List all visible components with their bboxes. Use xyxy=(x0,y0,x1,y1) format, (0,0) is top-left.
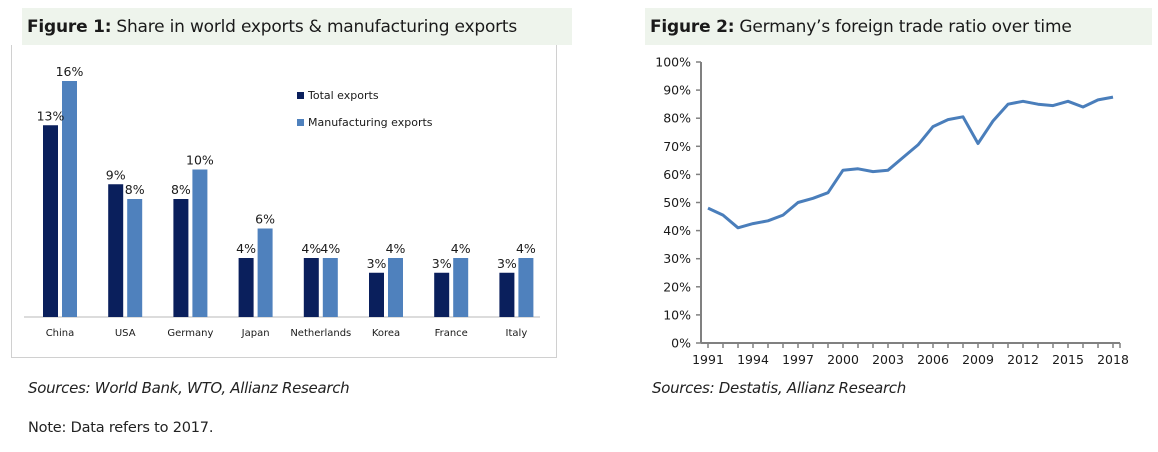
figure1-source: Sources: World Bank, WTO, Allianz Resear… xyxy=(28,379,350,397)
x-tick-label-2012: 2012 xyxy=(1007,352,1039,367)
x-tick-label-2009: 2009 xyxy=(962,352,994,367)
bar-chart: 13%16%9%8% 8%10%4%6%4% 4%3%4%3%4%3%4% Chin… xyxy=(24,64,540,339)
data-label-total-exports-china: 13% xyxy=(37,108,65,123)
category-label-france: France xyxy=(435,328,468,339)
y-tick-label: 60% xyxy=(663,167,691,182)
data-label-total-exports-germany: 8% xyxy=(171,182,191,197)
bar-total-exports-italy xyxy=(499,272,515,317)
bar-total-exports-france xyxy=(434,272,450,317)
x-tick-label-1997: 1997 xyxy=(782,352,814,367)
x-tick-label-2015: 2015 xyxy=(1052,352,1084,367)
x-tick-label-1994: 1994 xyxy=(737,352,769,367)
data-label-total-exports-usa: 9% xyxy=(106,167,126,182)
y-tick-label: 100% xyxy=(655,55,691,70)
y-tick-label: 0% xyxy=(671,336,691,351)
x-tick-label-2006: 2006 xyxy=(917,352,949,367)
category-label-germany: Germany xyxy=(167,328,213,339)
category-label-italy: Italy xyxy=(506,328,528,339)
bar-manufacturing-exports-korea xyxy=(388,258,403,317)
bar-manufacturing-exports-netherlands xyxy=(322,258,338,317)
data-label-total-exports-france: 3% xyxy=(432,256,452,271)
y-tick-label: 40% xyxy=(663,223,691,238)
y-tick-label: 70% xyxy=(663,139,691,154)
x-tick-label-2018: 2018 xyxy=(1097,352,1129,367)
bar-total-exports-netherlands xyxy=(303,258,319,317)
y-tick-label: 80% xyxy=(663,111,691,126)
bar-total-exports-china xyxy=(43,125,58,317)
figure2-title: Figure 2: Germany’s foreign trade ratio … xyxy=(645,8,1152,45)
data-label-total-exports-netherlands: 4% xyxy=(301,241,321,256)
bar-manufacturing-exports-france xyxy=(453,258,469,317)
category-label-netherlands: Netherlands xyxy=(290,328,351,339)
legend-swatch-manufacturing-exports xyxy=(297,119,304,126)
series-line-foreign-trade-ratio xyxy=(707,95,1114,230)
data-label-total-exports-japan: 4% xyxy=(236,241,256,256)
data-label-manufacturing-exports-germany: 10% xyxy=(186,153,214,168)
figure1-note: Note: Data refers to 2017. xyxy=(28,420,214,436)
data-label-total-exports-italy: 3% xyxy=(497,256,517,271)
bar-manufacturing-exports-germany xyxy=(192,169,208,317)
y-tick-label: 50% xyxy=(663,195,691,210)
x-tick-label-2003: 2003 xyxy=(872,352,904,367)
line-chart: 0% 10% 20% 30% 40% 50% 60% 70% 80% 90% 100% 1991 19… xyxy=(655,55,1129,368)
bar-manufacturing-exports-china xyxy=(62,81,77,317)
x-tick-label-2000: 2000 xyxy=(827,352,859,367)
legend-label-total-exports: Total exports xyxy=(307,89,379,102)
data-label-manufacturing-exports-china: 16% xyxy=(56,64,84,79)
figure2-title-text: Germany’s foreign trade ratio over time xyxy=(739,16,1072,37)
x-tick-label-1991: 1991 xyxy=(692,352,724,367)
legend-swatch-total-exports xyxy=(297,92,304,99)
data-label-manufacturing-exports-japan: 6% xyxy=(255,212,275,227)
data-label-manufacturing-exports-france: 4% xyxy=(451,241,471,256)
bar-total-exports-germany xyxy=(173,199,189,317)
y-tick-label: 10% xyxy=(663,307,691,322)
bar-manufacturing-exports-italy xyxy=(518,258,534,317)
legend-label-manufacturing-exports: Manufacturing exports xyxy=(308,116,433,129)
bar-total-exports-japan xyxy=(238,258,254,317)
category-label-korea: Korea xyxy=(372,328,400,339)
data-label-manufacturing-exports-usa: 8% xyxy=(125,182,145,197)
figure1-title: Figure 1: Share in world exports & manuf… xyxy=(22,8,572,45)
y-tick-label: 90% xyxy=(663,83,691,98)
data-label-manufacturing-exports-netherlands: 4% xyxy=(320,241,340,256)
figure2-source: Sources: Destatis, Allianz Research xyxy=(652,379,906,397)
category-label-china: China xyxy=(46,328,75,339)
category-label-japan: Japan xyxy=(241,328,270,339)
data-label-total-exports-korea: 3% xyxy=(367,256,387,271)
y-tick-label: 30% xyxy=(663,251,691,266)
figure1-title-text: Share in world exports & manufacturing e… xyxy=(116,16,518,37)
bar-legend: Total exports Manufacturing exports xyxy=(297,89,433,129)
figure2-label: Figure 2: xyxy=(650,16,735,37)
bar-total-exports-korea xyxy=(369,272,384,317)
figure1-panel xyxy=(11,45,557,358)
data-label-manufacturing-exports-italy: 4% xyxy=(516,241,536,256)
y-tick-label: 20% xyxy=(663,279,691,294)
data-label-manufacturing-exports-korea: 4% xyxy=(386,241,406,256)
bar-manufacturing-exports-usa xyxy=(127,199,143,317)
bar-total-exports-usa xyxy=(108,184,124,317)
figure1-label: Figure 1: xyxy=(27,16,112,37)
bar-manufacturing-exports-japan xyxy=(257,228,273,317)
category-label-usa: USA xyxy=(115,328,136,339)
